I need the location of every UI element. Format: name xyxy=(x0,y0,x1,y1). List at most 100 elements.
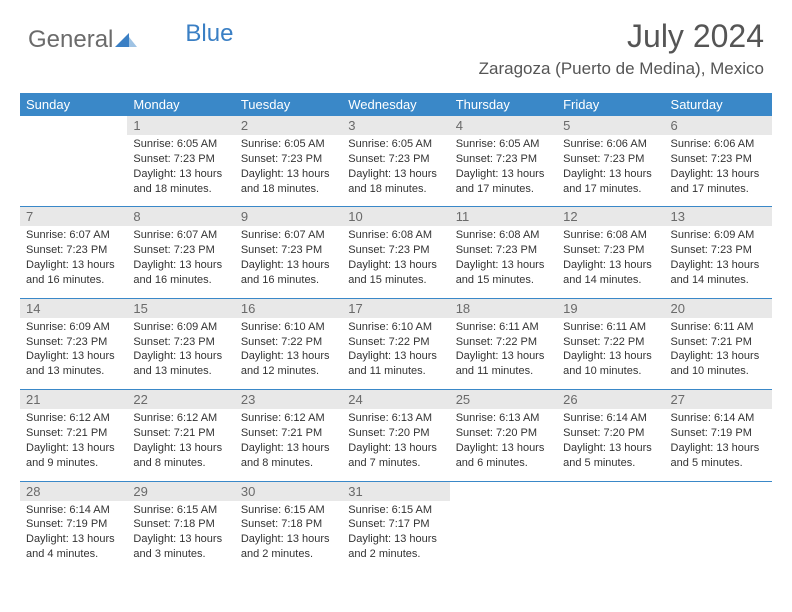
sunrise-text: Sunrise: 6:12 AM xyxy=(241,411,336,426)
sunset-text: Sunset: 7:23 PM xyxy=(456,152,551,167)
day-number: 27 xyxy=(665,390,772,410)
daylight-text-1: Daylight: 13 hours xyxy=(133,258,228,273)
sunset-text: Sunset: 7:23 PM xyxy=(348,243,443,258)
sunrise-text: Sunrise: 6:14 AM xyxy=(26,503,121,518)
day-detail: Sunrise: 6:09 AMSunset: 7:23 PMDaylight:… xyxy=(20,318,127,390)
day-detail: Sunrise: 6:15 AMSunset: 7:17 PMDaylight:… xyxy=(342,501,449,572)
sunrise-text: Sunrise: 6:07 AM xyxy=(133,228,228,243)
sunset-text: Sunset: 7:17 PM xyxy=(348,517,443,532)
day-number: 16 xyxy=(235,298,342,318)
daylight-text-2: and 10 minutes. xyxy=(671,364,766,379)
daylight-text-1: Daylight: 13 hours xyxy=(456,167,551,182)
sunrise-text: Sunrise: 6:05 AM xyxy=(241,137,336,152)
daylight-text-1: Daylight: 13 hours xyxy=(456,441,551,456)
daylight-text-1: Daylight: 13 hours xyxy=(563,349,658,364)
sunset-text: Sunset: 7:23 PM xyxy=(133,152,228,167)
day-number: 5 xyxy=(557,116,664,135)
day-detail: Sunrise: 6:09 AMSunset: 7:23 PMDaylight:… xyxy=(665,226,772,298)
day-detail: Sunrise: 6:15 AMSunset: 7:18 PMDaylight:… xyxy=(127,501,234,572)
sunset-text: Sunset: 7:21 PM xyxy=(133,426,228,441)
title-block: July 2024 Zaragoza (Puerto de Medina), M… xyxy=(479,18,764,79)
day-detail: Sunrise: 6:08 AMSunset: 7:23 PMDaylight:… xyxy=(557,226,664,298)
day-number: 22 xyxy=(127,390,234,410)
day-detail: Sunrise: 6:05 AMSunset: 7:23 PMDaylight:… xyxy=(450,135,557,207)
day-header: Tuesday xyxy=(235,93,342,116)
daylight-text-2: and 9 minutes. xyxy=(26,456,121,471)
day-detail: Sunrise: 6:11 AMSunset: 7:22 PMDaylight:… xyxy=(557,318,664,390)
day-detail: Sunrise: 6:14 AMSunset: 7:20 PMDaylight:… xyxy=(557,409,664,481)
day-header: Thursday xyxy=(450,93,557,116)
sunset-text: Sunset: 7:22 PM xyxy=(348,335,443,350)
day-number: 8 xyxy=(127,207,234,227)
daylight-text-1: Daylight: 13 hours xyxy=(563,167,658,182)
day-number xyxy=(665,481,772,501)
day-detail: Sunrise: 6:13 AMSunset: 7:20 PMDaylight:… xyxy=(342,409,449,481)
location-label: Zaragoza (Puerto de Medina), Mexico xyxy=(479,59,764,79)
day-number: 21 xyxy=(20,390,127,410)
sunset-text: Sunset: 7:23 PM xyxy=(26,335,121,350)
sunrise-text: Sunrise: 6:13 AM xyxy=(348,411,443,426)
sunrise-text: Sunrise: 6:08 AM xyxy=(563,228,658,243)
sunset-text: Sunset: 7:23 PM xyxy=(671,243,766,258)
day-number: 19 xyxy=(557,298,664,318)
daylight-text-1: Daylight: 13 hours xyxy=(563,258,658,273)
daylight-text-2: and 12 minutes. xyxy=(241,364,336,379)
daylight-text-2: and 18 minutes. xyxy=(133,182,228,197)
sunset-text: Sunset: 7:20 PM xyxy=(563,426,658,441)
day-number: 29 xyxy=(127,481,234,501)
daylight-text-2: and 17 minutes. xyxy=(671,182,766,197)
day-number xyxy=(450,481,557,501)
sunset-text: Sunset: 7:23 PM xyxy=(671,152,766,167)
day-number: 7 xyxy=(20,207,127,227)
day-number: 13 xyxy=(665,207,772,227)
day-number xyxy=(557,481,664,501)
day-number: 15 xyxy=(127,298,234,318)
daylight-text-2: and 17 minutes. xyxy=(456,182,551,197)
daylight-text-1: Daylight: 13 hours xyxy=(348,258,443,273)
day-detail: Sunrise: 6:13 AMSunset: 7:20 PMDaylight:… xyxy=(450,409,557,481)
sunrise-text: Sunrise: 6:14 AM xyxy=(563,411,658,426)
day-detail: Sunrise: 6:08 AMSunset: 7:23 PMDaylight:… xyxy=(450,226,557,298)
day-number: 4 xyxy=(450,116,557,135)
day-detail: Sunrise: 6:05 AMSunset: 7:23 PMDaylight:… xyxy=(342,135,449,207)
sunrise-text: Sunrise: 6:09 AM xyxy=(26,320,121,335)
sunrise-text: Sunrise: 6:11 AM xyxy=(671,320,766,335)
daylight-text-1: Daylight: 13 hours xyxy=(26,258,121,273)
daylight-text-1: Daylight: 13 hours xyxy=(133,532,228,547)
day-detail xyxy=(450,501,557,572)
day-detail: Sunrise: 6:12 AMSunset: 7:21 PMDaylight:… xyxy=(127,409,234,481)
daylight-text-1: Daylight: 13 hours xyxy=(671,349,766,364)
daylight-text-2: and 5 minutes. xyxy=(563,456,658,471)
day-number xyxy=(20,116,127,135)
daylight-text-1: Daylight: 13 hours xyxy=(241,167,336,182)
day-detail xyxy=(20,135,127,207)
sunset-text: Sunset: 7:23 PM xyxy=(456,243,551,258)
day-header: Friday xyxy=(557,93,664,116)
sunset-text: Sunset: 7:21 PM xyxy=(671,335,766,350)
daylight-text-2: and 16 minutes. xyxy=(133,273,228,288)
day-number: 26 xyxy=(557,390,664,410)
sunrise-text: Sunrise: 6:09 AM xyxy=(133,320,228,335)
daylight-text-2: and 18 minutes. xyxy=(241,182,336,197)
day-number: 3 xyxy=(342,116,449,135)
day-number: 17 xyxy=(342,298,449,318)
sunrise-text: Sunrise: 6:08 AM xyxy=(348,228,443,243)
sunrise-text: Sunrise: 6:05 AM xyxy=(348,137,443,152)
day-number: 18 xyxy=(450,298,557,318)
day-number: 9 xyxy=(235,207,342,227)
day-detail: Sunrise: 6:07 AMSunset: 7:23 PMDaylight:… xyxy=(235,226,342,298)
sunset-text: Sunset: 7:22 PM xyxy=(241,335,336,350)
daylight-text-1: Daylight: 13 hours xyxy=(26,349,121,364)
day-number: 30 xyxy=(235,481,342,501)
day-header: Wednesday xyxy=(342,93,449,116)
day-detail: Sunrise: 6:06 AMSunset: 7:23 PMDaylight:… xyxy=(557,135,664,207)
daylight-text-1: Daylight: 13 hours xyxy=(671,441,766,456)
day-number: 23 xyxy=(235,390,342,410)
daylight-text-2: and 15 minutes. xyxy=(348,273,443,288)
daylight-text-2: and 13 minutes. xyxy=(133,364,228,379)
daylight-text-2: and 17 minutes. xyxy=(563,182,658,197)
sunrise-text: Sunrise: 6:11 AM xyxy=(563,320,658,335)
day-number: 25 xyxy=(450,390,557,410)
sunrise-text: Sunrise: 6:12 AM xyxy=(26,411,121,426)
sunrise-text: Sunrise: 6:05 AM xyxy=(456,137,551,152)
